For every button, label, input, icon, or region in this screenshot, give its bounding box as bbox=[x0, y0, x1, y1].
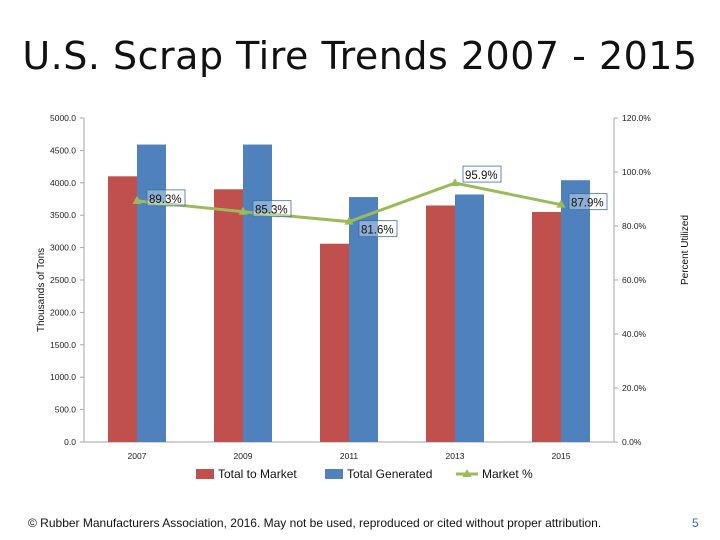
y-tick-label: 5000.0 bbox=[50, 113, 76, 123]
data-label: 87.9% bbox=[571, 198, 604, 210]
data-label-box bbox=[252, 200, 292, 218]
x-tick-label: 2013 bbox=[446, 451, 465, 461]
page-number: 5 bbox=[692, 516, 699, 530]
chart-title: U.S. Scrap Tire Trends 2007 - 2015 bbox=[22, 34, 698, 78]
bar-total-to-market bbox=[426, 205, 455, 442]
line-marker bbox=[238, 206, 248, 215]
data-label-box bbox=[462, 165, 502, 183]
x-tick-label: 2015 bbox=[552, 451, 571, 461]
legend-swatch bbox=[196, 469, 214, 479]
x-tick-label: 2009 bbox=[234, 451, 253, 461]
line-marker bbox=[556, 199, 566, 208]
bar-total-generated bbox=[349, 197, 378, 442]
y-tick-label: 4500.0 bbox=[50, 145, 76, 155]
data-label-box bbox=[146, 189, 186, 207]
y2-tick-label: 60.0% bbox=[622, 275, 647, 285]
y-tick-label: 3500.0 bbox=[50, 210, 76, 220]
y2-tick-label: 40.0% bbox=[622, 329, 647, 339]
copyright-footer: © Rubber Manufacturers Association, 2016… bbox=[28, 516, 602, 530]
y-tick-label: 2500.0 bbox=[50, 275, 76, 285]
data-label-box bbox=[358, 220, 398, 238]
y-tick-label: 1000.0 bbox=[50, 372, 76, 382]
data-label: 85.3% bbox=[255, 205, 288, 217]
y-tick-label: 2000.0 bbox=[50, 307, 76, 317]
y-tick-label: 1500.0 bbox=[50, 340, 76, 350]
bar-total-to-market bbox=[108, 176, 137, 442]
bar-total-to-market bbox=[214, 189, 243, 442]
x-tick-label: 2007 bbox=[128, 451, 147, 461]
y2-tick-label: 20.0% bbox=[622, 383, 647, 393]
y2-tick-label: 0.0% bbox=[622, 437, 642, 447]
bar-total-generated bbox=[455, 194, 484, 442]
legend-label: Total Generated bbox=[347, 467, 432, 481]
bar-total-to-market bbox=[320, 243, 349, 442]
legend-label: Market % bbox=[482, 467, 533, 481]
legend-label: Total to Market bbox=[218, 467, 297, 481]
bar-total-generated bbox=[137, 144, 166, 442]
line-marker bbox=[132, 195, 142, 204]
y-axis-title: Thousands of Tons bbox=[36, 248, 47, 332]
legend-marker bbox=[462, 469, 472, 477]
y2-tick-label: 80.0% bbox=[622, 221, 647, 231]
bar-total-to-market bbox=[532, 211, 561, 442]
line-marker bbox=[344, 216, 354, 225]
y-tick-label: 3000.0 bbox=[50, 243, 76, 253]
line-marker bbox=[450, 178, 460, 187]
y-tick-label: 0.0 bbox=[64, 437, 76, 447]
data-label: 81.6% bbox=[361, 225, 394, 237]
y2-tick-label: 120.0% bbox=[622, 113, 651, 123]
bar-total-generated bbox=[243, 144, 272, 442]
y-tick-label: 4000.0 bbox=[50, 178, 76, 188]
y2-tick-label: 100.0% bbox=[622, 167, 651, 177]
data-label-box bbox=[568, 193, 608, 211]
data-label: 95.9% bbox=[465, 170, 498, 182]
x-tick-label: 2011 bbox=[340, 451, 359, 461]
data-label: 89.3% bbox=[149, 194, 182, 206]
y2-axis-title: Percent Utilized bbox=[680, 215, 691, 285]
bar-total-generated bbox=[561, 180, 590, 442]
y-tick-label: 500.0 bbox=[55, 405, 77, 415]
legend-swatch bbox=[325, 469, 343, 479]
